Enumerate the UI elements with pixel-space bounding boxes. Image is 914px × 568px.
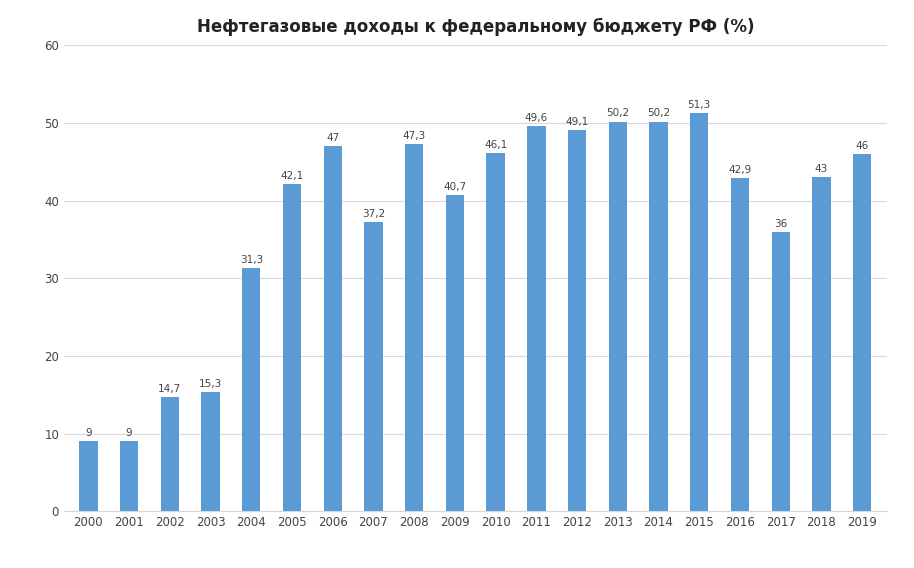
Bar xyxy=(609,122,627,511)
Text: 47,3: 47,3 xyxy=(402,131,426,141)
Text: 49,1: 49,1 xyxy=(566,117,589,127)
Bar xyxy=(649,122,668,511)
Bar xyxy=(161,397,179,511)
Bar xyxy=(446,195,464,511)
Text: 43: 43 xyxy=(814,164,828,174)
Text: 9: 9 xyxy=(85,428,91,438)
Bar xyxy=(731,178,749,511)
Text: 37,2: 37,2 xyxy=(362,210,385,219)
Text: 49,6: 49,6 xyxy=(525,113,548,123)
Bar xyxy=(405,144,423,511)
Bar xyxy=(771,232,790,511)
Text: 47: 47 xyxy=(326,133,339,143)
Bar xyxy=(120,441,138,511)
Text: 42,9: 42,9 xyxy=(728,165,751,175)
Bar xyxy=(527,126,546,511)
Text: 51,3: 51,3 xyxy=(687,100,711,110)
Text: 50,2: 50,2 xyxy=(606,108,630,118)
Bar xyxy=(242,268,260,511)
Text: 46,1: 46,1 xyxy=(484,140,507,150)
Text: 36: 36 xyxy=(774,219,787,229)
Bar xyxy=(80,441,98,511)
Text: 9: 9 xyxy=(126,428,133,438)
Bar xyxy=(690,113,708,511)
Bar xyxy=(486,153,505,511)
Bar xyxy=(813,177,831,511)
Text: 31,3: 31,3 xyxy=(239,255,263,265)
Text: 40,7: 40,7 xyxy=(443,182,466,192)
Text: 42,1: 42,1 xyxy=(281,172,303,181)
Bar xyxy=(365,223,383,511)
Bar xyxy=(853,154,871,511)
Bar xyxy=(201,392,219,511)
Bar xyxy=(282,185,302,511)
Text: 15,3: 15,3 xyxy=(199,379,222,389)
Bar xyxy=(568,130,586,511)
Bar xyxy=(324,147,342,511)
Text: 50,2: 50,2 xyxy=(647,108,670,118)
Title: Нефтегазовые доходы к федеральному бюджету РФ (%): Нефтегазовые доходы к федеральному бюдже… xyxy=(197,18,754,36)
Text: 46: 46 xyxy=(856,141,869,151)
Text: 14,7: 14,7 xyxy=(158,384,182,394)
